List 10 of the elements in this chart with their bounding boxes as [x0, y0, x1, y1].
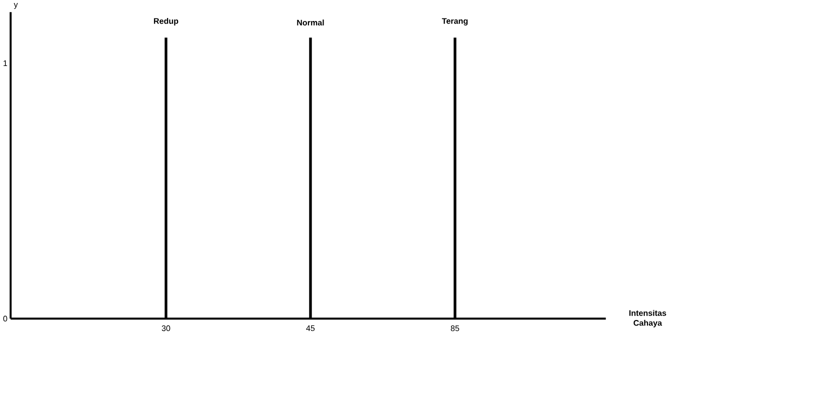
x-tick-label: 85	[450, 325, 460, 332]
annotation: Redup	[154, 18, 178, 26]
x-axis-title: Intensitas Cahaya	[629, 310, 666, 328]
x-tick-label: 45	[306, 325, 315, 331]
x-tick-label: 30	[162, 325, 170, 332]
annotation: Terang	[442, 18, 468, 26]
y-axis-title: y	[14, 2, 18, 9]
y-tick-label: 0	[3, 316, 8, 322]
annotation: Normal	[297, 19, 324, 26]
y-tick-label: 1	[4, 60, 8, 66]
